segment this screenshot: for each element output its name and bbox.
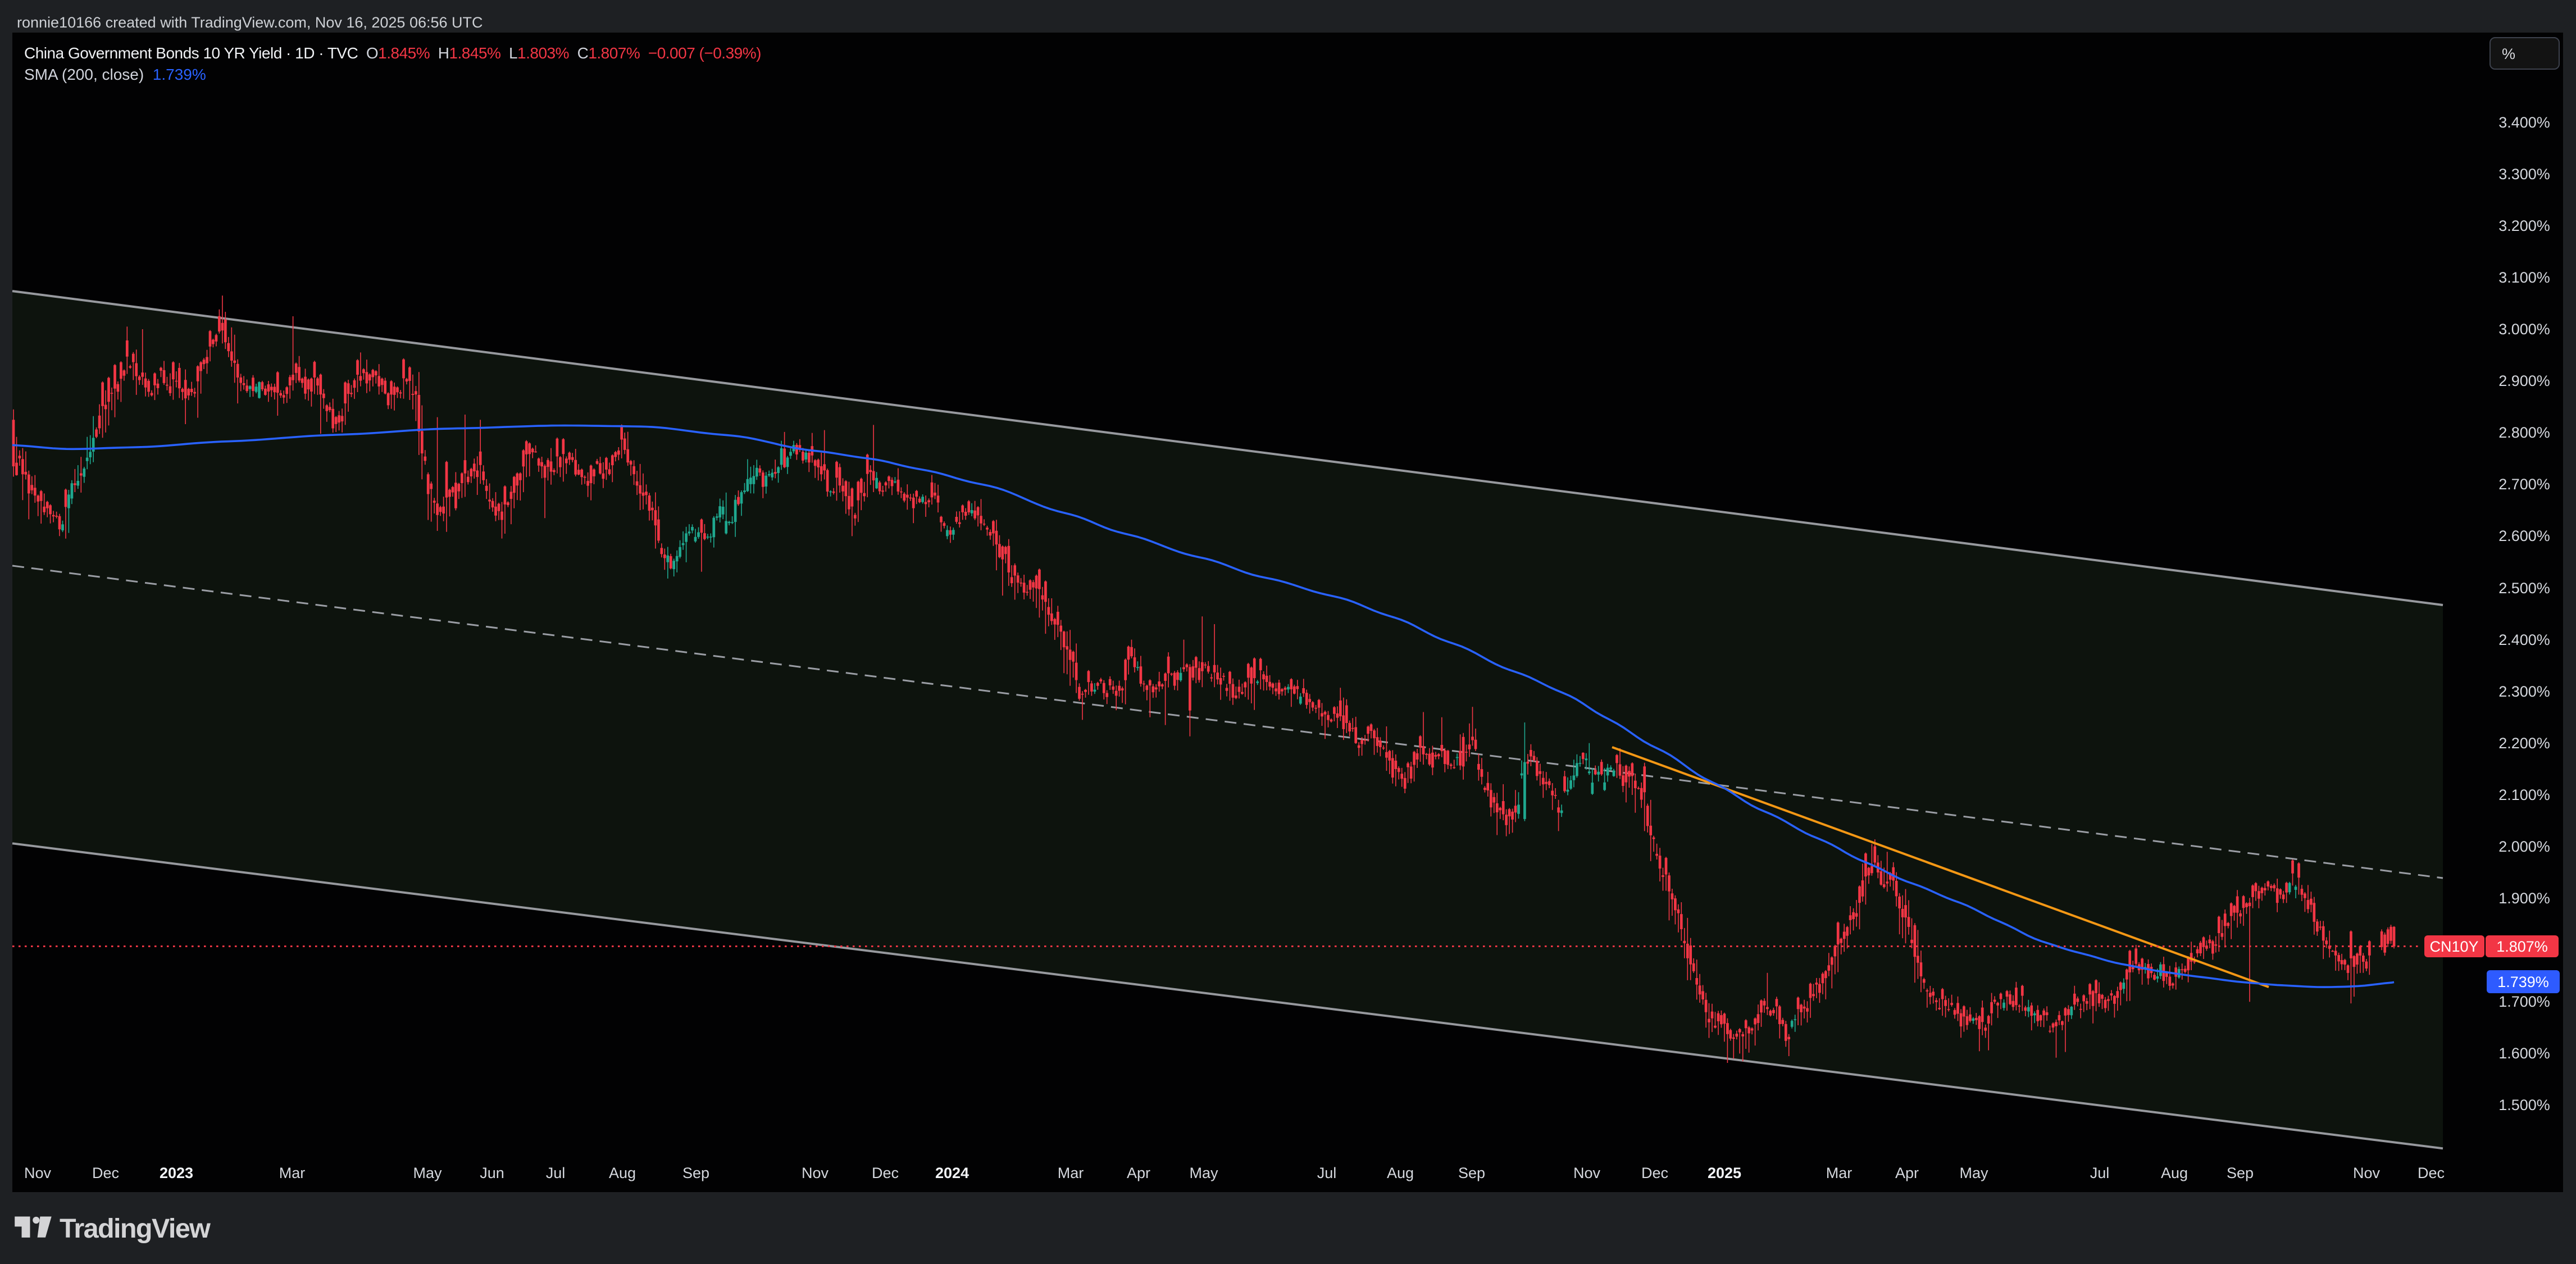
svg-text:Mar: Mar (1058, 1165, 1084, 1181)
svg-text:May: May (1959, 1165, 1988, 1181)
svg-text:2.500%: 2.500% (2498, 580, 2550, 597)
svg-text:3.200%: 3.200% (2498, 217, 2550, 234)
svg-text:Apr: Apr (1127, 1165, 1150, 1181)
svg-text:3.000%: 3.000% (2498, 321, 2550, 338)
svg-text:2023: 2023 (160, 1165, 193, 1181)
svg-text:Jul: Jul (1317, 1165, 1337, 1181)
svg-text:Apr: Apr (1895, 1165, 1919, 1181)
svg-text:Nov: Nov (2353, 1165, 2381, 1181)
svg-text:TradingView: TradingView (60, 1213, 211, 1244)
svg-text:1.807%: 1.807% (2496, 938, 2548, 955)
svg-text:2.400%: 2.400% (2498, 631, 2550, 648)
svg-text:Jul: Jul (2090, 1165, 2110, 1181)
svg-text:Aug: Aug (609, 1165, 636, 1181)
svg-text:2.600%: 2.600% (2498, 528, 2550, 544)
svg-text:Nov: Nov (24, 1165, 52, 1181)
svg-text:Sep: Sep (1458, 1165, 1485, 1181)
svg-text:May: May (413, 1165, 442, 1181)
svg-text:ronnie10166 created with Tradi: ronnie10166 created with TradingView.com… (17, 14, 483, 31)
svg-text:2025: 2025 (1708, 1165, 1741, 1181)
svg-text:Sep: Sep (682, 1165, 709, 1181)
svg-text:3.400%: 3.400% (2498, 114, 2550, 131)
svg-text:Dec: Dec (92, 1165, 119, 1181)
svg-text:Mar: Mar (279, 1165, 306, 1181)
svg-text:2.300%: 2.300% (2498, 683, 2550, 700)
svg-text:Jul: Jul (546, 1165, 566, 1181)
svg-text:2.200%: 2.200% (2498, 735, 2550, 752)
svg-text:Nov: Nov (802, 1165, 829, 1181)
svg-text:May: May (1189, 1165, 1218, 1181)
svg-text:Sep: Sep (2227, 1165, 2254, 1181)
svg-text:3.300%: 3.300% (2498, 166, 2550, 183)
svg-text:Nov: Nov (1573, 1165, 1601, 1181)
svg-text:2.100%: 2.100% (2498, 786, 2550, 803)
svg-text:Aug: Aug (1387, 1165, 1414, 1181)
svg-text:1.900%: 1.900% (2498, 890, 2550, 907)
svg-text:Mar: Mar (1826, 1165, 1853, 1181)
svg-text:2.900%: 2.900% (2498, 372, 2550, 389)
svg-text:China Government Bonds 10 YR Y: China Government Bonds 10 YR Yield · 1D … (24, 44, 761, 62)
svg-text:3.100%: 3.100% (2498, 269, 2550, 286)
svg-text:%: % (2502, 46, 2515, 62)
svg-text:1.739%: 1.739% (2497, 974, 2549, 990)
svg-text:Aug: Aug (2161, 1165, 2188, 1181)
svg-text:1.700%: 1.700% (2498, 993, 2550, 1010)
svg-text:Jun: Jun (480, 1165, 504, 1181)
svg-text:Dec: Dec (872, 1165, 899, 1181)
svg-text:CN10Y: CN10Y (2429, 938, 2478, 955)
svg-text:2.800%: 2.800% (2498, 424, 2550, 441)
svg-text:Dec: Dec (1641, 1165, 1668, 1181)
svg-text:1.500%: 1.500% (2498, 1097, 2550, 1113)
svg-text:Dec: Dec (2418, 1165, 2445, 1181)
svg-text:2.000%: 2.000% (2498, 838, 2550, 855)
svg-text:2.700%: 2.700% (2498, 476, 2550, 493)
svg-text:SMA (200, close) 1.739%: SMA (200, close) 1.739% (24, 66, 206, 83)
svg-text:2024: 2024 (935, 1165, 969, 1181)
svg-text:1.600%: 1.600% (2498, 1045, 2550, 1062)
